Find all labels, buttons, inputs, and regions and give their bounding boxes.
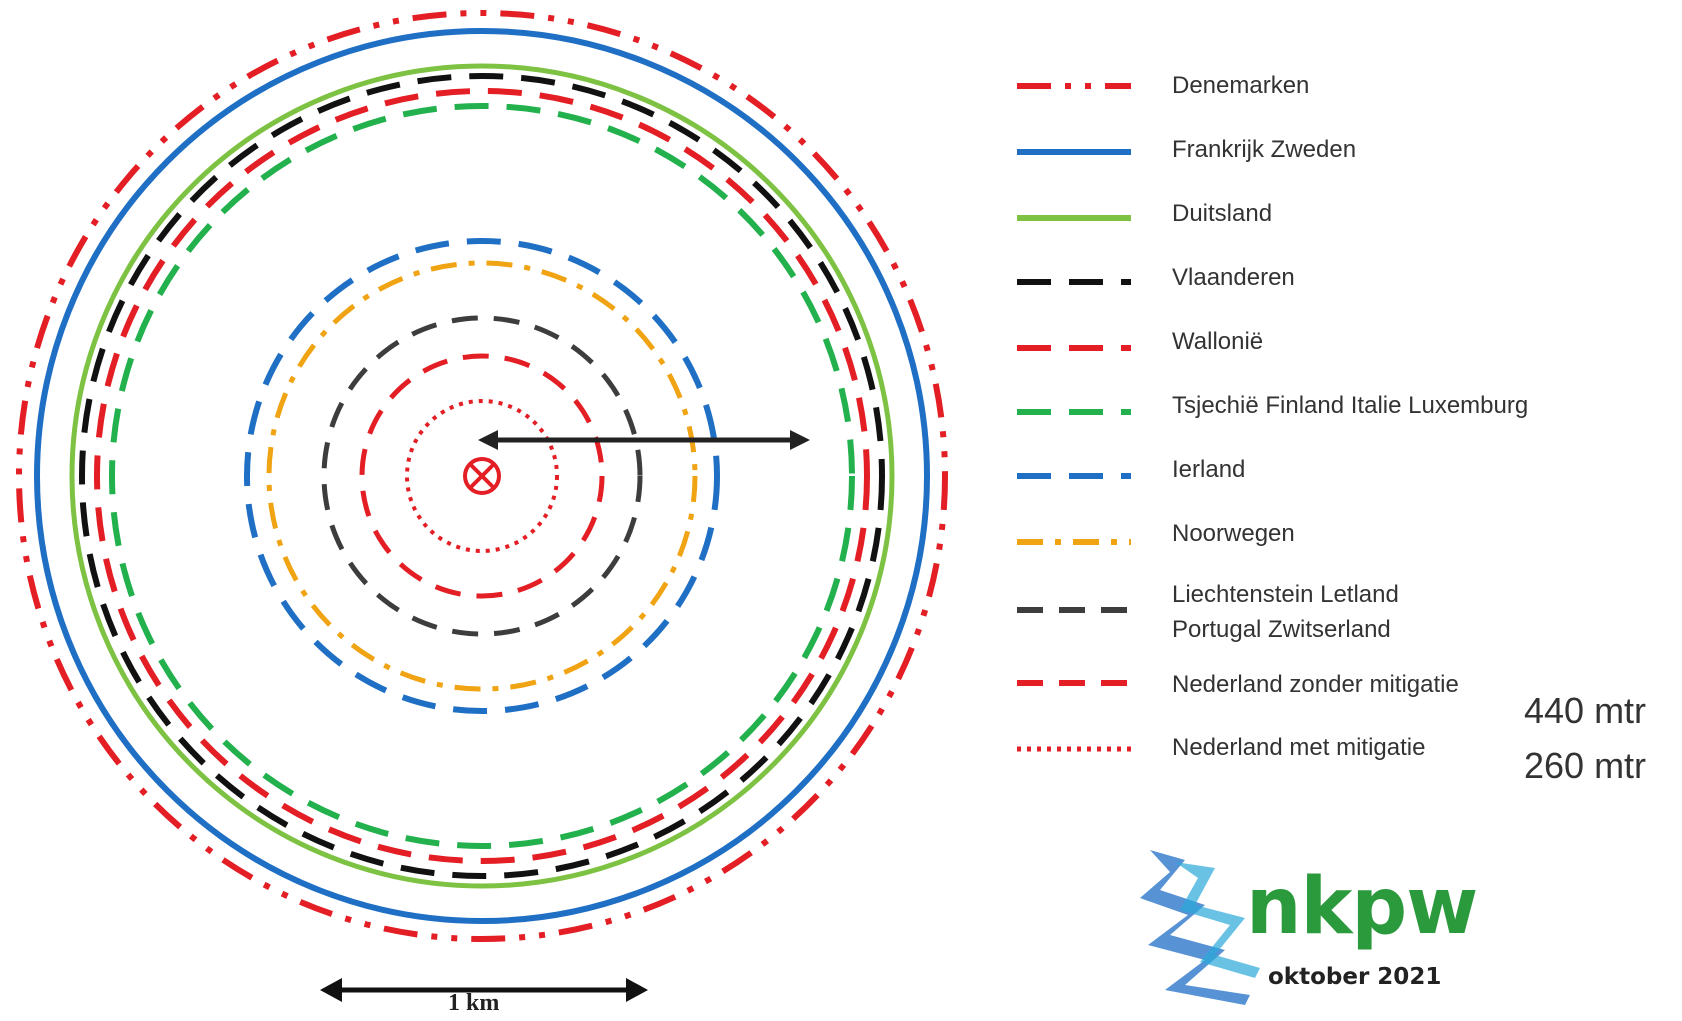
distance-label-260: 260 mtr <box>1524 745 1647 786</box>
distance-rings <box>16 10 948 942</box>
ring-nederland-zonder-mitigatie <box>359 353 605 599</box>
ring-tsjechi-finland-italie-luxemburg <box>109 103 855 849</box>
legend-label-liechtenstein-letland: Liechtenstein Letland <box>1172 581 1399 608</box>
center-marker-icon <box>463 457 501 495</box>
legend-label-duitsland: Duitsland <box>1172 200 1273 227</box>
radius-arrow <box>478 430 810 450</box>
distance-label-440: 440 mtr <box>1524 690 1647 731</box>
ring-duitsland <box>69 63 895 889</box>
ring-denemarken <box>16 10 948 942</box>
ring-liechtenstein-letland <box>321 315 643 637</box>
legend-label-wallonie: Wallonië <box>1172 328 1264 355</box>
legend-label-ierland: Ierland <box>1172 456 1246 483</box>
ring-noorwegen <box>266 260 698 692</box>
ring-vlaanderen <box>79 73 885 879</box>
legend-swatches <box>1017 83 1131 752</box>
legend-label-nederland-met-mitigatie: Nederland met mitigatie <box>1172 734 1426 761</box>
legend-label-noorwegen: Noorwegen <box>1172 520 1295 547</box>
ring-nederland-met-mitigatie <box>405 399 559 553</box>
logo-date: oktober 2021 <box>1268 964 1442 990</box>
legend-label-tsjechie-finland-italie-luxemburg: Tsjechië Finland Italie Luxemburg <box>1172 392 1529 419</box>
ring-ierland <box>244 238 720 714</box>
ring-walloni <box>94 88 870 864</box>
logo-wordmark: nkpw <box>1246 862 1478 952</box>
legend-label-vlaanderen: Vlaanderen <box>1172 264 1295 291</box>
ring-frankrijk-zweden <box>34 28 930 924</box>
legend-label-portugal-zwitserland: Portugal Zwitserland <box>1172 616 1391 643</box>
scale-bar <box>320 978 648 1002</box>
legend-label-frankrijk-zweden: Frankrijk Zweden <box>1172 136 1357 163</box>
nkpw-logo-mark-icon <box>1140 850 1260 1005</box>
scale-bar-label: 1 km <box>448 990 500 1016</box>
legend-label-denemarken: Denemarken <box>1172 72 1310 99</box>
legend-label-nederland-zonder-mitigatie: Nederland zonder mitigatie <box>1172 671 1459 698</box>
